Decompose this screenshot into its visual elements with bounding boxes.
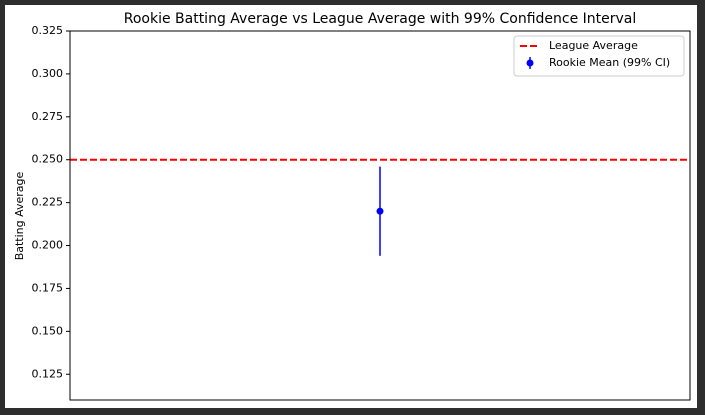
y-tick-label: 0.175 bbox=[32, 281, 64, 294]
y-tick-label: 0.275 bbox=[32, 110, 64, 123]
point bbox=[376, 207, 384, 215]
legend-label: Rookie Mean (99% CI) bbox=[549, 56, 670, 69]
legend-swatch bbox=[526, 59, 534, 67]
legend-box bbox=[513, 35, 685, 77]
y-tick-label: 0.200 bbox=[32, 239, 64, 252]
chart-title: Rookie Batting Average vs League Average… bbox=[124, 11, 637, 27]
y-tick-label: 0.150 bbox=[32, 324, 64, 337]
legend-label: League Average bbox=[549, 39, 638, 52]
y-tick-label: 0.325 bbox=[32, 24, 64, 37]
y-tick-label: 0.250 bbox=[32, 153, 64, 166]
y-tick-label: 0.125 bbox=[32, 367, 64, 380]
y-tick-label: 0.225 bbox=[32, 196, 64, 209]
y-axis-label: Batting Average bbox=[13, 171, 26, 260]
plot-border bbox=[69, 30, 691, 401]
y-tick-label: 0.300 bbox=[32, 67, 64, 80]
